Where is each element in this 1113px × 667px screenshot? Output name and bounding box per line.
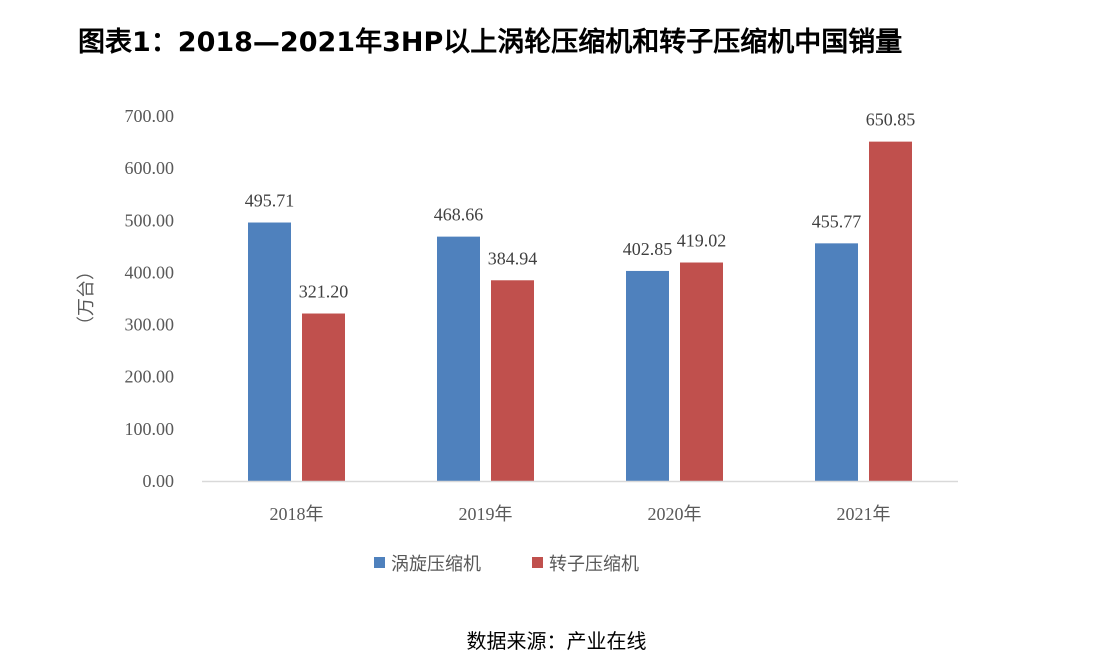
y-axis-label-group: （万台） [76, 262, 97, 334]
data-label: 495.71 [245, 191, 295, 211]
data-label: 455.77 [812, 211, 862, 231]
bar-scroll-2019年 [437, 236, 480, 481]
y-axis-ticks: 0.00 100.00 200.00 300.00 400.00 500.00 600.00… [125, 106, 175, 491]
legend: 涡旋压缩机 转子压缩机 [374, 554, 639, 575]
x-tick-label: 2018年 [270, 504, 324, 524]
legend-swatch [532, 557, 543, 568]
y-tick-label: 400.00 [125, 262, 175, 282]
x-axis-ticks: 2018年 2019年 2020年 2021年 [202, 480, 958, 524]
bar-chart: （万台） 0.00 100.00 200.00 300.00 400.00 500.00 6… [76, 106, 958, 575]
y-tick-label: 700.00 [125, 106, 175, 126]
y-tick-label: 100.00 [125, 419, 175, 439]
data-source: 数据来源：产业在线 [466, 629, 647, 653]
x-tick-label: 2019年 [459, 504, 513, 524]
data-label: 419.02 [677, 231, 727, 251]
legend-label: 涡旋压缩机 [391, 554, 481, 575]
data-label: 321.20 [299, 282, 349, 302]
bar-rotary-2018年 [302, 313, 345, 481]
x-tick-label: 2020年 [648, 504, 702, 524]
data-label: 650.85 [866, 110, 916, 130]
y-tick-label: 200.00 [125, 367, 175, 387]
y-tick-label: 600.00 [125, 158, 175, 178]
bar-scroll-2018年 [248, 222, 291, 481]
y-axis-label: （万台） [76, 262, 97, 334]
data-label: 468.66 [434, 205, 484, 225]
x-tick-label: 2021年 [837, 504, 891, 524]
bar-scroll-2021年 [815, 243, 858, 481]
legend-swatch [374, 557, 385, 568]
y-tick-label: 300.00 [125, 315, 175, 335]
chart-title: 图表1：2018—2021年3HP以上涡轮压缩机和转子压缩机中国销量 [78, 27, 903, 58]
y-tick-label: 500.00 [125, 210, 175, 230]
bars: 495.71 321.20 468.66 384.94 402.85 419.02 455.… [245, 110, 916, 481]
y-tick-label: 0.00 [143, 471, 175, 491]
data-label: 402.85 [623, 239, 673, 259]
bar-rotary-2020年 [680, 262, 723, 481]
legend-label: 转子压缩机 [549, 554, 639, 575]
data-label: 384.94 [488, 248, 538, 268]
bar-rotary-2019年 [491, 280, 534, 481]
bar-scroll-2020年 [626, 270, 669, 481]
bar-rotary-2021年 [869, 141, 912, 481]
